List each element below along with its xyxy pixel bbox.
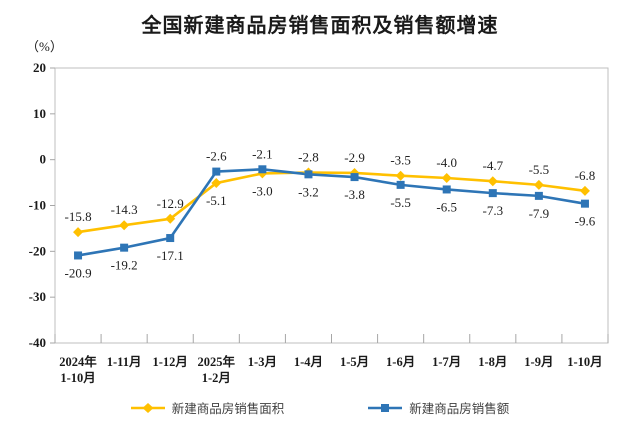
square-marker bbox=[488, 189, 497, 198]
data-label: -3.2 bbox=[298, 184, 319, 199]
square-marker bbox=[212, 167, 221, 176]
series-line bbox=[76, 171, 587, 234]
data-label: -2.9 bbox=[344, 150, 365, 165]
data-label: -3.5 bbox=[390, 153, 411, 168]
y-axis-label: -20 bbox=[29, 243, 46, 258]
x-axis-label: 1-7月 bbox=[432, 355, 461, 369]
square-marker bbox=[74, 251, 83, 260]
data-label: -14.3 bbox=[111, 202, 138, 217]
chart-legend: 新建商品房销售面积 新建商品房销售额 bbox=[0, 398, 640, 417]
y-axis-label: 0 bbox=[40, 152, 47, 167]
square-marker bbox=[258, 165, 267, 174]
y-axis-label: -40 bbox=[29, 335, 46, 350]
sales-amount-series-marker-icon bbox=[368, 403, 403, 412]
diamond-marker bbox=[119, 220, 130, 231]
data-label: -20.9 bbox=[64, 265, 91, 280]
data-label: -4.7 bbox=[482, 158, 503, 173]
diamond-marker bbox=[73, 227, 84, 238]
x-axis-label: 1-11月 bbox=[107, 355, 142, 369]
data-label: -4.0 bbox=[436, 155, 457, 170]
square-marker bbox=[120, 243, 129, 252]
data-label: -7.3 bbox=[482, 203, 503, 218]
legend-item-sales-area: 新建商品房销售面积 bbox=[130, 398, 285, 417]
data-label: -2.1 bbox=[252, 146, 273, 161]
diamond-marker bbox=[579, 185, 590, 196]
x-axis-label: 1-9月 bbox=[524, 355, 553, 369]
data-label: -9.6 bbox=[575, 214, 596, 229]
square-marker bbox=[580, 199, 589, 208]
square-marker bbox=[350, 173, 359, 182]
square-marker bbox=[442, 185, 451, 194]
x-axis-label: 1-8月 bbox=[478, 355, 507, 369]
diamond-marker bbox=[441, 173, 452, 183]
x-axis-label: 1-3月 bbox=[248, 355, 277, 369]
data-label: -12.9 bbox=[157, 196, 184, 211]
square-marker bbox=[396, 180, 405, 189]
data-label: -5.1 bbox=[206, 193, 227, 208]
data-label: -2.6 bbox=[206, 149, 227, 164]
data-label: -3.0 bbox=[252, 183, 273, 198]
x-axis-label: 1-5月 bbox=[340, 355, 369, 369]
x-axis-label: 2024年 bbox=[59, 354, 97, 369]
x-axis-label: 1-4月 bbox=[294, 355, 323, 369]
diamond-marker bbox=[165, 213, 176, 224]
data-label: -6.8 bbox=[575, 168, 596, 183]
data-label: -15.8 bbox=[64, 209, 91, 224]
data-label: -6.5 bbox=[436, 199, 457, 214]
y-axis-label: -10 bbox=[29, 198, 46, 213]
square-marker bbox=[166, 234, 175, 243]
sales-area-series-marker-icon bbox=[130, 402, 165, 413]
x-axis-label: 1-12月 bbox=[152, 355, 187, 369]
data-label: -5.5 bbox=[529, 162, 550, 177]
y-axis-label: -30 bbox=[29, 289, 46, 304]
unit-label: （%） bbox=[26, 39, 63, 54]
square-marker bbox=[304, 170, 313, 179]
x-axis-label: 1-10月 bbox=[567, 355, 602, 369]
x-axis-label: 1-2月 bbox=[202, 371, 231, 385]
diamond-marker bbox=[395, 170, 406, 181]
data-label: -2.8 bbox=[298, 150, 319, 165]
y-axis-label: 20 bbox=[33, 60, 46, 75]
data-label: -7.9 bbox=[529, 206, 550, 221]
data-label: -3.8 bbox=[344, 187, 365, 202]
x-axis-label: 2025年 bbox=[198, 354, 236, 369]
plot-border bbox=[54, 67, 609, 344]
square-marker bbox=[534, 191, 543, 200]
series-line bbox=[76, 167, 587, 257]
data-label: -5.5 bbox=[390, 195, 411, 210]
data-label: -19.2 bbox=[111, 258, 138, 273]
chart-title: 全国新建商品房销售面积及销售额增速 bbox=[141, 13, 499, 37]
y-axis-label: 10 bbox=[33, 106, 46, 121]
x-axis-label: 1-6月 bbox=[386, 355, 415, 369]
x-axis-label: 1-10月 bbox=[60, 371, 95, 385]
legend-label-sales-area: 新建商品房销售面积 bbox=[171, 402, 285, 416]
data-label: -17.1 bbox=[157, 248, 184, 263]
legend-label-sales-amount: 新建商品房销售额 bbox=[409, 402, 510, 416]
diamond-marker bbox=[533, 179, 544, 190]
diamond-marker bbox=[487, 176, 498, 187]
diamond-marker bbox=[211, 178, 222, 189]
legend-item-sales-amount: 新建商品房销售额 bbox=[368, 398, 509, 417]
